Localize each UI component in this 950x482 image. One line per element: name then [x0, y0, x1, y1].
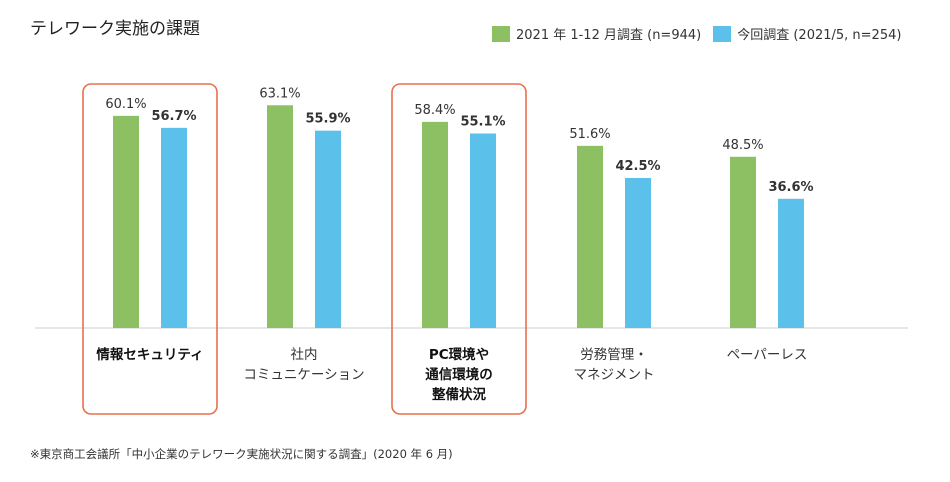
bar-s1-c2	[470, 133, 496, 328]
data-label-s0-c4: 48.5%	[722, 138, 763, 153]
bar-s1-c0	[161, 127, 187, 328]
bar-s1-c1	[315, 130, 341, 328]
category-label-2-line-0: PC環境や	[429, 346, 489, 363]
category-label-3-line-1: マネジメント	[574, 367, 655, 383]
category-label-4-line-0: ペーパーレス	[727, 347, 808, 363]
footnote: ※東京商工会議所「中小企業のテレワーク実施状況に関する調査」(2020 年 6 …	[30, 447, 453, 461]
data-label-s0-c3: 51.6%	[569, 127, 610, 142]
data-label-s1-c3: 42.5%	[615, 159, 660, 174]
category-label-1-line-1: コミュニケーション	[243, 367, 364, 383]
data-label-s0-c1: 63.1%	[259, 86, 300, 101]
legend-label-2021: 2021 年 1-12 月調査 (n=944)	[516, 28, 702, 43]
highlight-box-2	[391, 83, 527, 415]
data-label-s1-c2: 55.1%	[460, 114, 505, 129]
category-label-1-line-0: 社内	[291, 347, 318, 363]
legend-label-now: 今回調査 (2021/5, n=254)	[737, 28, 902, 43]
legend-item-now: 今回調査 (2021/5, n=254)	[713, 24, 901, 43]
highlight-box-0	[82, 83, 218, 415]
bar-s0-c2	[422, 121, 448, 329]
bar-s0-c1	[267, 105, 293, 328]
legend-swatch-now	[713, 25, 732, 42]
data-label-s0-c0: 60.1%	[105, 97, 146, 112]
legend: 2021 年 1-12 月調査 (n=944) 今回調査 (2021/5, n=…	[492, 24, 913, 43]
data-label-s1-c1: 55.9%	[305, 112, 350, 127]
category-label-0-line-0: 情報セキュリティ	[96, 346, 203, 363]
data-label-s0-c2: 58.4%	[414, 103, 455, 118]
category-label-2-line-1: 通信環境の	[425, 366, 493, 383]
bar-s1-c3	[625, 177, 651, 328]
bar-s0-c4	[730, 156, 756, 328]
data-label-s1-c0: 56.7%	[151, 109, 196, 124]
chart-title: テレワーク実施の課題	[30, 19, 200, 39]
data-label-s1-c4: 36.6%	[768, 180, 813, 195]
legend-swatch-2021	[492, 25, 510, 42]
category-label-2-line-2: 整備状況	[432, 386, 486, 403]
category-label-3-line-0: 労務管理・	[580, 347, 648, 363]
bar-s0-c0	[113, 115, 139, 328]
bar-s0-c3	[577, 145, 603, 328]
bar-s1-c4	[778, 198, 804, 328]
legend-item-2021: 2021 年 1-12 月調査 (n=944)	[492, 24, 701, 43]
